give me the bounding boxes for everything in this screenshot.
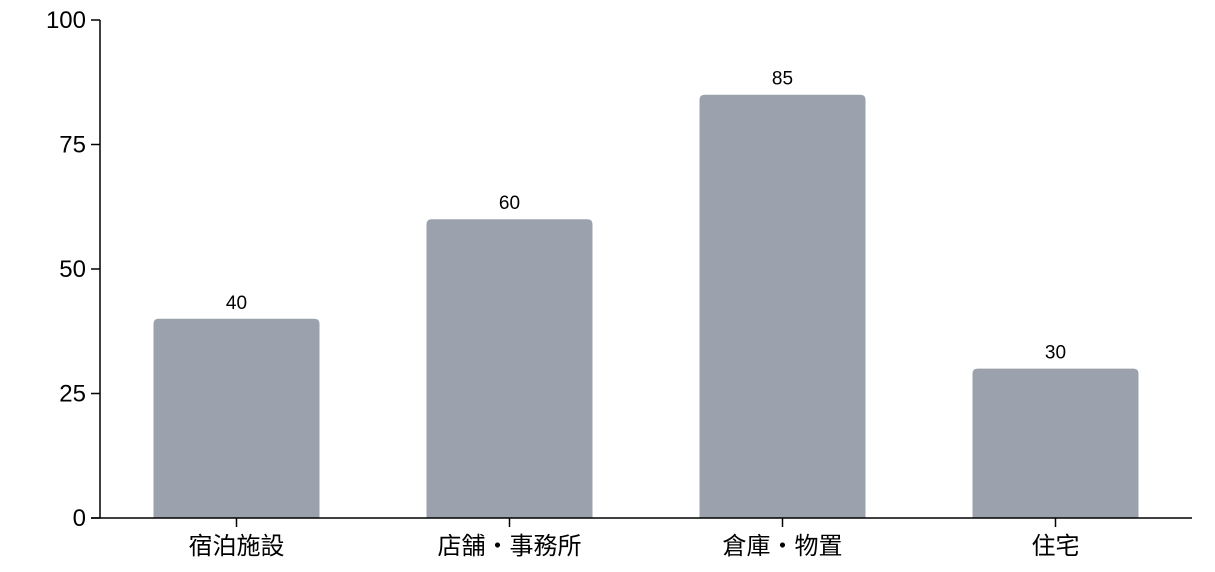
x-tick-label: 住宅 bbox=[1032, 533, 1080, 560]
x-tick-label: 宿泊施設 bbox=[189, 533, 285, 560]
y-tick-label: 0 bbox=[73, 505, 86, 532]
data-label: 30 bbox=[1045, 343, 1066, 364]
y-axis: 0 25 50 75 100 bbox=[46, 7, 101, 532]
bar bbox=[426, 219, 593, 518]
data-label: 85 bbox=[772, 69, 793, 90]
bar bbox=[699, 94, 866, 518]
x-axis: 宿泊施設 店舗・事務所 倉庫・物置 住宅 bbox=[91, 517, 1192, 560]
y-tick-label: 25 bbox=[59, 381, 86, 408]
y-tick-label: 50 bbox=[59, 256, 86, 283]
x-tick-label: 店舗・事務所 bbox=[438, 533, 582, 560]
bar bbox=[153, 318, 320, 518]
bars: 40 60 85 30 bbox=[153, 69, 1139, 518]
y-tick-label: 100 bbox=[46, 7, 86, 34]
y-tick-label: 75 bbox=[59, 132, 86, 159]
data-label: 60 bbox=[499, 193, 520, 214]
data-label: 40 bbox=[226, 293, 247, 314]
bar bbox=[972, 368, 1139, 518]
x-tick-label: 倉庫・物置 bbox=[723, 533, 843, 560]
